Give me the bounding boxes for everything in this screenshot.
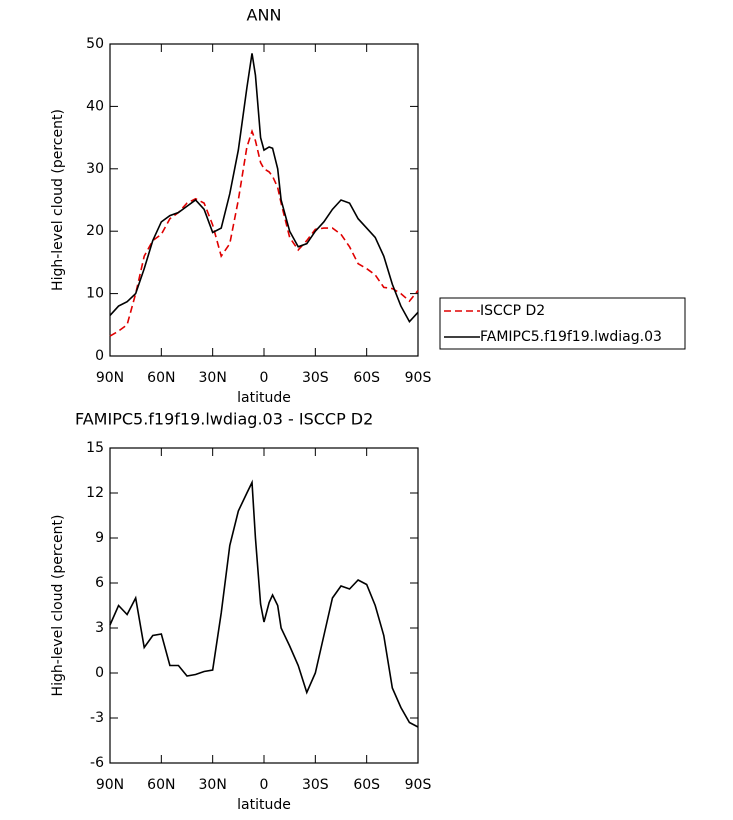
y-axis-label: High-level cloud (percent) — [50, 515, 66, 697]
y-tick-label: 6 — [95, 575, 104, 591]
y-tick-label: 12 — [86, 485, 104, 501]
y-tick-label: 30 — [86, 161, 104, 177]
data-line — [109, 128, 419, 337]
y-tick-label: 3 — [95, 620, 104, 636]
x-tick-label: 90S — [405, 777, 432, 793]
x-tick-label: 30S — [302, 777, 329, 793]
y-tick-label: -3 — [90, 710, 104, 726]
x-axis-label: latitude — [237, 797, 291, 813]
y-tick-label: -6 — [90, 755, 104, 771]
chart-title: ANN — [247, 6, 282, 25]
y-tick-label: 10 — [86, 286, 104, 302]
legend-box — [439, 297, 686, 350]
y-tick-label: 0 — [95, 665, 104, 681]
chart-title: FAMIPC5.f19f19.lwdiag.03 - ISCCP D2 — [75, 410, 373, 429]
y-tick-label: 50 — [86, 36, 104, 52]
y-tick-label: 15 — [86, 440, 104, 456]
x-tick-label: 0 — [260, 777, 269, 793]
y-tick-label: 9 — [95, 530, 104, 546]
y-tick-label: 40 — [86, 98, 104, 114]
x-tick-label: 0 — [260, 370, 269, 386]
x-tick-label: 30S — [302, 370, 329, 386]
y-tick-label: 20 — [86, 223, 104, 239]
legend-label: ISCCP D2 — [480, 303, 545, 319]
data-line — [109, 479, 419, 728]
x-tick-label: 30N — [199, 777, 227, 793]
x-tick-label: 90S — [405, 370, 432, 386]
y-tick-label: 0 — [95, 348, 104, 364]
x-axis-label: latitude — [237, 390, 291, 406]
y-axis-label: High-level cloud (percent) — [50, 109, 66, 291]
x-tick-label: 60S — [353, 370, 380, 386]
plot-frame — [109, 43, 419, 357]
plot-frame — [109, 447, 419, 764]
x-tick-label: 60N — [147, 370, 175, 386]
data-line — [109, 53, 419, 324]
legend-label: FAMIPC5.f19f19.lwdiag.03 — [480, 329, 662, 345]
x-tick-label: 60N — [147, 777, 175, 793]
x-tick-label: 90N — [96, 370, 124, 386]
x-tick-label: 30N — [199, 370, 227, 386]
x-tick-label: 60S — [353, 777, 380, 793]
x-tick-label: 90N — [96, 777, 124, 793]
